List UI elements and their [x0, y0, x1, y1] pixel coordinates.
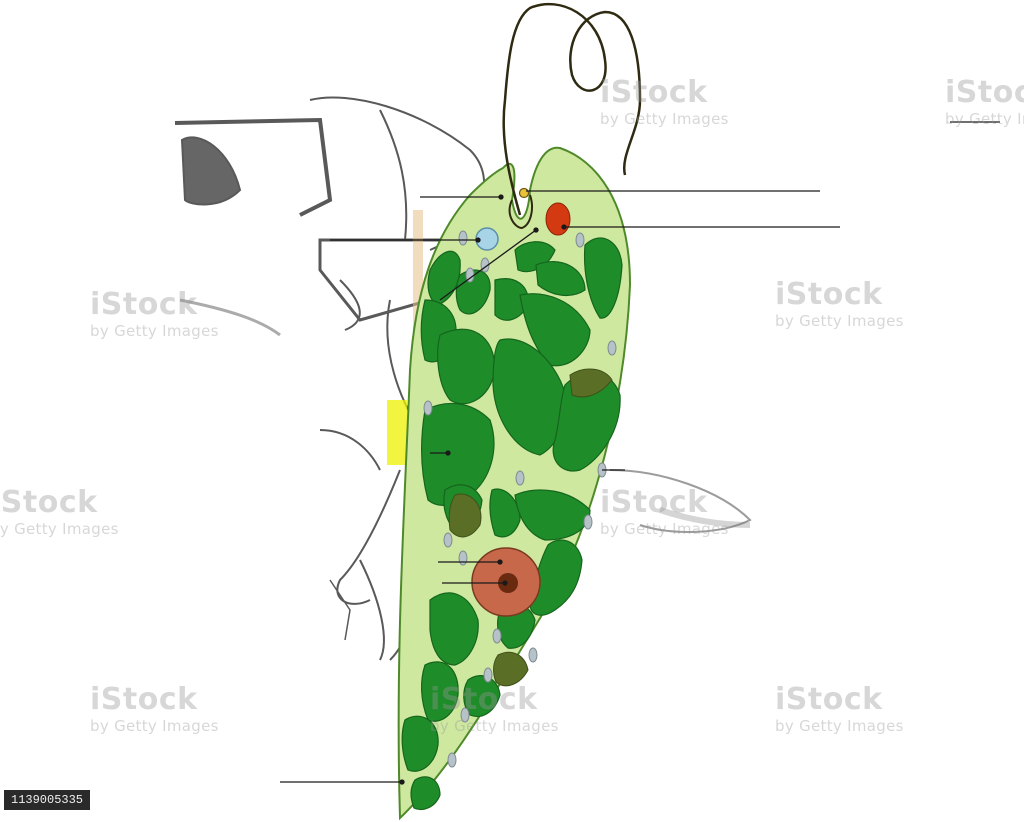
pyrenoid-patches — [448, 368, 613, 687]
nucleolus — [498, 573, 518, 593]
basal-body — [518, 187, 530, 199]
paramylon-granules — [423, 230, 617, 768]
yellow-highlight — [387, 400, 407, 465]
orange-highlight — [413, 210, 423, 330]
stock-id-badge: 1139005335 — [4, 790, 91, 810]
chloroplasts — [401, 237, 623, 811]
flagellum — [502, 2, 642, 216]
reservoir — [508, 194, 533, 230]
leader-lines — [280, 121, 1000, 785]
eyespot — [545, 202, 571, 236]
